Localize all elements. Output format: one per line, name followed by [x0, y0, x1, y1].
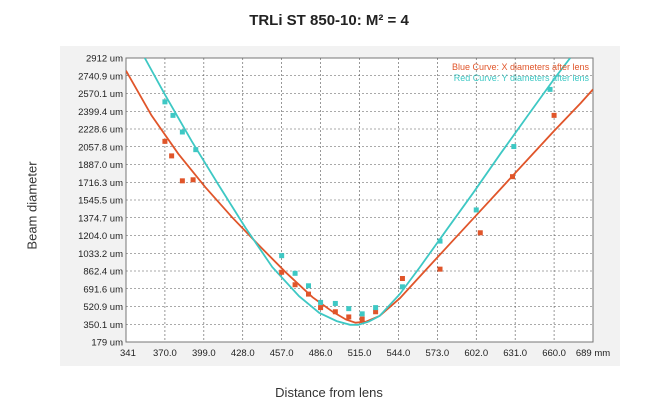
- data-point-y: [332, 300, 338, 306]
- data-point-y: [359, 311, 365, 317]
- fit-curve-y: [144, 58, 571, 326]
- y-tick-label: 1033.2 um: [78, 249, 123, 260]
- y-tick-label: 1545.5 um: [78, 196, 123, 207]
- x-tick-label: 631.0: [503, 348, 527, 359]
- x-tick-label: 399.0: [192, 348, 216, 359]
- data-point-x: [279, 269, 285, 275]
- x-ticks: 341 370.0 399.0 428.0 457.0 486.0 515.0 544.0 57…: [120, 348, 610, 359]
- y-tick-label: 520.9 um: [83, 302, 123, 313]
- data-point-y: [292, 270, 298, 276]
- x-tick-label: 660.0: [542, 348, 566, 359]
- x-tick-label: 457.0: [270, 348, 294, 359]
- data-point-y: [511, 144, 517, 150]
- data-point-x: [190, 177, 196, 183]
- data-point-x: [292, 282, 298, 288]
- x-tick-label: 428.0: [231, 348, 255, 359]
- y-tick-label: 1374.7 um: [78, 213, 123, 224]
- data-point-x: [399, 276, 405, 282]
- data-point-y: [399, 284, 405, 290]
- x-tick-label: 689 mm: [576, 348, 610, 359]
- data-point-y: [162, 99, 168, 105]
- data-point-y: [547, 86, 553, 92]
- data-point-x: [551, 112, 557, 118]
- y-tick-label: 1204.0 um: [78, 231, 123, 242]
- legend-entry: Red Curve: Y diameters after lens: [454, 73, 590, 83]
- x-tick-label: 573.0: [425, 348, 449, 359]
- data-point-x: [477, 230, 483, 236]
- data-point-y: [306, 283, 312, 289]
- data-point-x: [306, 291, 312, 297]
- y-tick-label: 691.6 um: [83, 284, 123, 295]
- legend-entry: Blue Curve: X diameters after lens: [452, 62, 590, 72]
- y-tick-label: 350.1 um: [83, 320, 123, 331]
- data-point-y: [437, 238, 443, 244]
- data-points: [162, 86, 557, 322]
- data-point-y: [318, 299, 324, 305]
- data-point-x: [179, 178, 185, 184]
- data-point-x: [437, 266, 443, 272]
- data-point-y: [170, 112, 176, 118]
- data-point-y: [279, 253, 285, 259]
- y-tick-label: 2740.9 um: [78, 71, 123, 82]
- data-point-y: [346, 306, 352, 312]
- x-tick-label: 515.0: [348, 348, 372, 359]
- chart-title: TRLi ST 850-10: M² = 4: [249, 12, 409, 29]
- data-point-x: [332, 309, 338, 315]
- y-tick-label: 2570.1 um: [78, 89, 123, 100]
- data-point-x: [509, 174, 515, 180]
- data-point-x: [359, 316, 365, 322]
- x-axis-label: Distance from lens: [275, 385, 383, 400]
- data-point-y: [473, 207, 479, 213]
- y-tick-label: 2057.8 um: [78, 142, 123, 153]
- y-tick-label: 1887.0 um: [78, 160, 123, 171]
- x-tick-label: 341: [120, 348, 136, 359]
- x-tick-label: 544.0: [387, 348, 411, 359]
- y-tick-label: 2399.4 um: [78, 107, 123, 118]
- data-point-x: [169, 153, 175, 159]
- y-tick-label: 862.4 um: [83, 267, 123, 278]
- y-tick-label: 2912 um: [86, 54, 123, 65]
- data-point-y: [373, 305, 379, 311]
- data-point-y: [193, 147, 199, 153]
- x-tick-label: 370.0: [153, 348, 177, 359]
- data-point-x: [162, 138, 168, 144]
- y-tick-label: 1716.3 um: [78, 178, 123, 189]
- x-tick-label: 602.0: [464, 348, 488, 359]
- y-ticks: 179 um 350.1 um 520.9 um 691.6 um 862.4 um 10…: [78, 54, 123, 349]
- x-tick-label: 486.0: [309, 348, 333, 359]
- data-point-y: [179, 129, 185, 135]
- y-tick-label: 2228.6 um: [78, 125, 123, 136]
- data-point-x: [318, 305, 324, 311]
- data-point-x: [346, 314, 352, 320]
- y-tick-label: 179 um: [91, 338, 123, 349]
- data-point-x: [373, 309, 379, 315]
